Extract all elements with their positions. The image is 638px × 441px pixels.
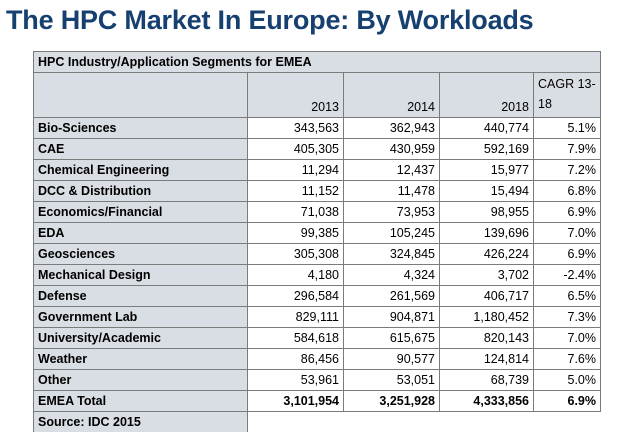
cagr-cell: 6.9% — [533, 390, 601, 412]
segment-cell: Mechanical Design — [33, 264, 248, 286]
value-2018-cell: 592,169 — [439, 138, 534, 160]
source-row: Source: IDC 2015 — [33, 411, 601, 432]
table-row: Government Lab 829,111 904,871 1,180,452 7.3… — [33, 306, 601, 328]
cagr-cell: 7.0% — [533, 222, 601, 244]
cagr-cell: 7.9% — [533, 138, 601, 160]
source-note: Source: IDC 2015 — [33, 411, 248, 432]
value-2014-cell: 12,437 — [343, 159, 440, 181]
value-2018-cell: 124,814 — [439, 348, 534, 370]
value-2018-cell: 4,333,856 — [439, 390, 534, 412]
value-2014-cell: 90,577 — [343, 348, 440, 370]
header-cell-segment — [33, 72, 248, 118]
cagr-cell: 6.5% — [533, 285, 601, 307]
value-2014-cell: 261,569 — [343, 285, 440, 307]
table-row: University/Academic 584,618 615,675 820,143… — [33, 327, 601, 349]
page-title: The HPC Market In Europe: By Workloads — [6, 5, 534, 35]
table-row: Geosciences 305,308 324,845 426,224 6.9% — [33, 243, 601, 265]
value-2018-cell: 406,717 — [439, 285, 534, 307]
cagr-cell: 6.9% — [533, 243, 601, 265]
cagr-cell: 7.3% — [533, 306, 601, 328]
table-row: Defense 296,584 261,569 406,717 6.5% — [33, 285, 601, 307]
table-row: Bio-Sciences 343,563 362,943 440,774 5.1% — [33, 117, 601, 139]
cagr-cell: 7.0% — [533, 327, 601, 349]
header-cell-2014: 2014 — [343, 72, 440, 118]
value-2013-cell: 86,456 — [247, 348, 344, 370]
cagr-cell: 5.0% — [533, 369, 601, 391]
value-2014-cell: 53,051 — [343, 369, 440, 391]
cagr-cell: 6.9% — [533, 201, 601, 223]
segment-cell: Government Lab — [33, 306, 248, 328]
table-row: CAE 405,305 430,959 592,169 7.9% — [33, 138, 601, 160]
value-2013-cell: 343,563 — [247, 117, 344, 139]
value-2018-cell: 15,494 — [439, 180, 534, 202]
table-row: Mechanical Design 4,180 4,324 3,702 -2.4% — [33, 264, 601, 286]
table-row: EDA 99,385 105,245 139,696 7.0% — [33, 222, 601, 244]
value-2014-cell: 324,845 — [343, 243, 440, 265]
segment-cell: Economics/Financial — [33, 201, 248, 223]
source-row-blank — [247, 411, 601, 432]
table-row: Weather 86,456 90,577 124,814 7.6% — [33, 348, 601, 370]
segment-cell: CAE — [33, 138, 248, 160]
value-2013-cell: 296,584 — [247, 285, 344, 307]
table-row: Other 53,961 53,051 68,739 5.0% — [33, 369, 601, 391]
segment-cell: Geosciences — [33, 243, 248, 265]
header-cell-2013: 2013 — [247, 72, 344, 118]
header-cell-2018: 2018 — [439, 72, 534, 118]
value-2014-cell: 615,675 — [343, 327, 440, 349]
value-2013-cell: 305,308 — [247, 243, 344, 265]
value-2013-cell: 4,180 — [247, 264, 344, 286]
value-2014-cell: 430,959 — [343, 138, 440, 160]
header-row: 2013 2014 2018 CAGR 13-18 — [33, 72, 601, 118]
value-2018-cell: 820,143 — [439, 327, 534, 349]
segment-cell: Bio-Sciences — [33, 117, 248, 139]
value-2014-cell: 11,478 — [343, 180, 440, 202]
value-2018-cell: 440,774 — [439, 117, 534, 139]
value-2013-cell: 11,152 — [247, 180, 344, 202]
segment-cell: Defense — [33, 285, 248, 307]
value-2014-cell: 904,871 — [343, 306, 440, 328]
value-2014-cell: 73,953 — [343, 201, 440, 223]
hpc-segments-table: HPC Industry/Application Segments for EM… — [33, 51, 601, 432]
value-2018-cell: 426,224 — [439, 243, 534, 265]
value-2014-cell: 3,251,928 — [343, 390, 440, 412]
segment-cell: EMEA Total — [33, 390, 248, 412]
cagr-cell: -2.4% — [533, 264, 601, 286]
value-2013-cell: 53,961 — [247, 369, 344, 391]
value-2018-cell: 15,977 — [439, 159, 534, 181]
segment-cell: Other — [33, 369, 248, 391]
value-2013-cell: 99,385 — [247, 222, 344, 244]
total-row: EMEA Total 3,101,954 3,251,928 4,333,856 6.9… — [33, 390, 601, 412]
cagr-cell: 7.2% — [533, 159, 601, 181]
header-cell-cagr: CAGR 13-18 — [533, 72, 601, 118]
cagr-cell: 5.1% — [533, 117, 601, 139]
value-2014-cell: 362,943 — [343, 117, 440, 139]
value-2013-cell: 584,618 — [247, 327, 344, 349]
table-row: Chemical Engineering 11,294 12,437 15,977 7.… — [33, 159, 601, 181]
value-2013-cell: 11,294 — [247, 159, 344, 181]
value-2013-cell: 405,305 — [247, 138, 344, 160]
segment-cell: EDA — [33, 222, 248, 244]
value-2013-cell: 829,111 — [247, 306, 344, 328]
value-2013-cell: 3,101,954 — [247, 390, 344, 412]
table-caption: HPC Industry/Application Segments for EM… — [33, 51, 601, 73]
segment-cell: University/Academic — [33, 327, 248, 349]
value-2018-cell: 1,180,452 — [439, 306, 534, 328]
value-2018-cell: 3,702 — [439, 264, 534, 286]
segment-cell: Chemical Engineering — [33, 159, 248, 181]
cagr-cell: 6.8% — [533, 180, 601, 202]
cagr-cell: 7.6% — [533, 348, 601, 370]
table-row: Economics/Financial 71,038 73,953 98,955 6.9… — [33, 201, 601, 223]
value-2018-cell: 98,955 — [439, 201, 534, 223]
value-2018-cell: 139,696 — [439, 222, 534, 244]
value-2014-cell: 105,245 — [343, 222, 440, 244]
segment-cell: Weather — [33, 348, 248, 370]
value-2013-cell: 71,038 — [247, 201, 344, 223]
value-2014-cell: 4,324 — [343, 264, 440, 286]
table-row: DCC & Distribution 11,152 11,478 15,494 6.8% — [33, 180, 601, 202]
segment-cell: DCC & Distribution — [33, 180, 248, 202]
value-2018-cell: 68,739 — [439, 369, 534, 391]
